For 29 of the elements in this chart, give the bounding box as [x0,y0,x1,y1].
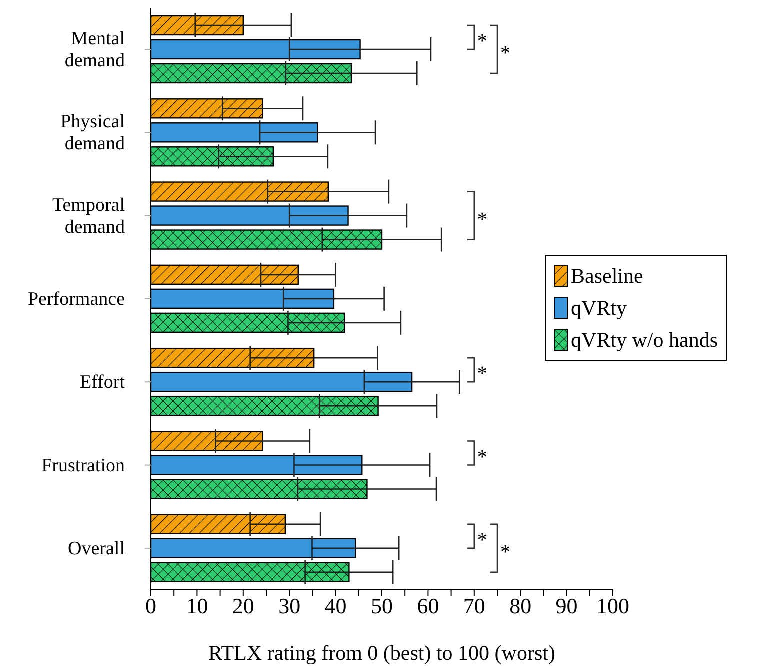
annotation: * [500,42,510,65]
x-tick-label: 100 [596,594,630,619]
x-tick-label: 60 [417,594,440,619]
x-tick-label: 70 [463,594,486,619]
legend-label: qVRty [571,295,628,322]
annotation: * [477,30,488,53]
y-tick-label: Physical demand [60,111,126,154]
x-tick-label: 20 [232,594,254,619]
x-tick-label: 90 [556,594,578,619]
legend-label: qVRty w/o hands [571,327,718,354]
x-tick-label: 80 [510,594,532,619]
y-tick-label: Temporal demand [52,194,126,238]
y-tick-label: Frustration [42,454,126,476]
x-axis-title: RTLX rating from 0 (best) to 100 (worst) [208,641,556,665]
y-tick-label: Performance [28,288,125,310]
legend-label: Baseline [571,263,644,290]
annotation: * [477,529,488,552]
x-tick-label: 40 [324,594,347,619]
y-tick-label: Mental demand [64,28,126,72]
annotation: * [477,208,488,231]
y-tick-label: Effort [80,372,126,393]
x-tick-label: 30 [278,594,301,619]
annotation: * [477,363,488,386]
annotation: * [500,541,510,564]
x-tick-label: 50 [371,594,393,619]
y-tick-label: Overall [68,538,125,559]
x-tick-label: 0 [146,594,156,619]
annotation: * [477,446,488,468]
x-tick-label: 10 [186,594,208,619]
